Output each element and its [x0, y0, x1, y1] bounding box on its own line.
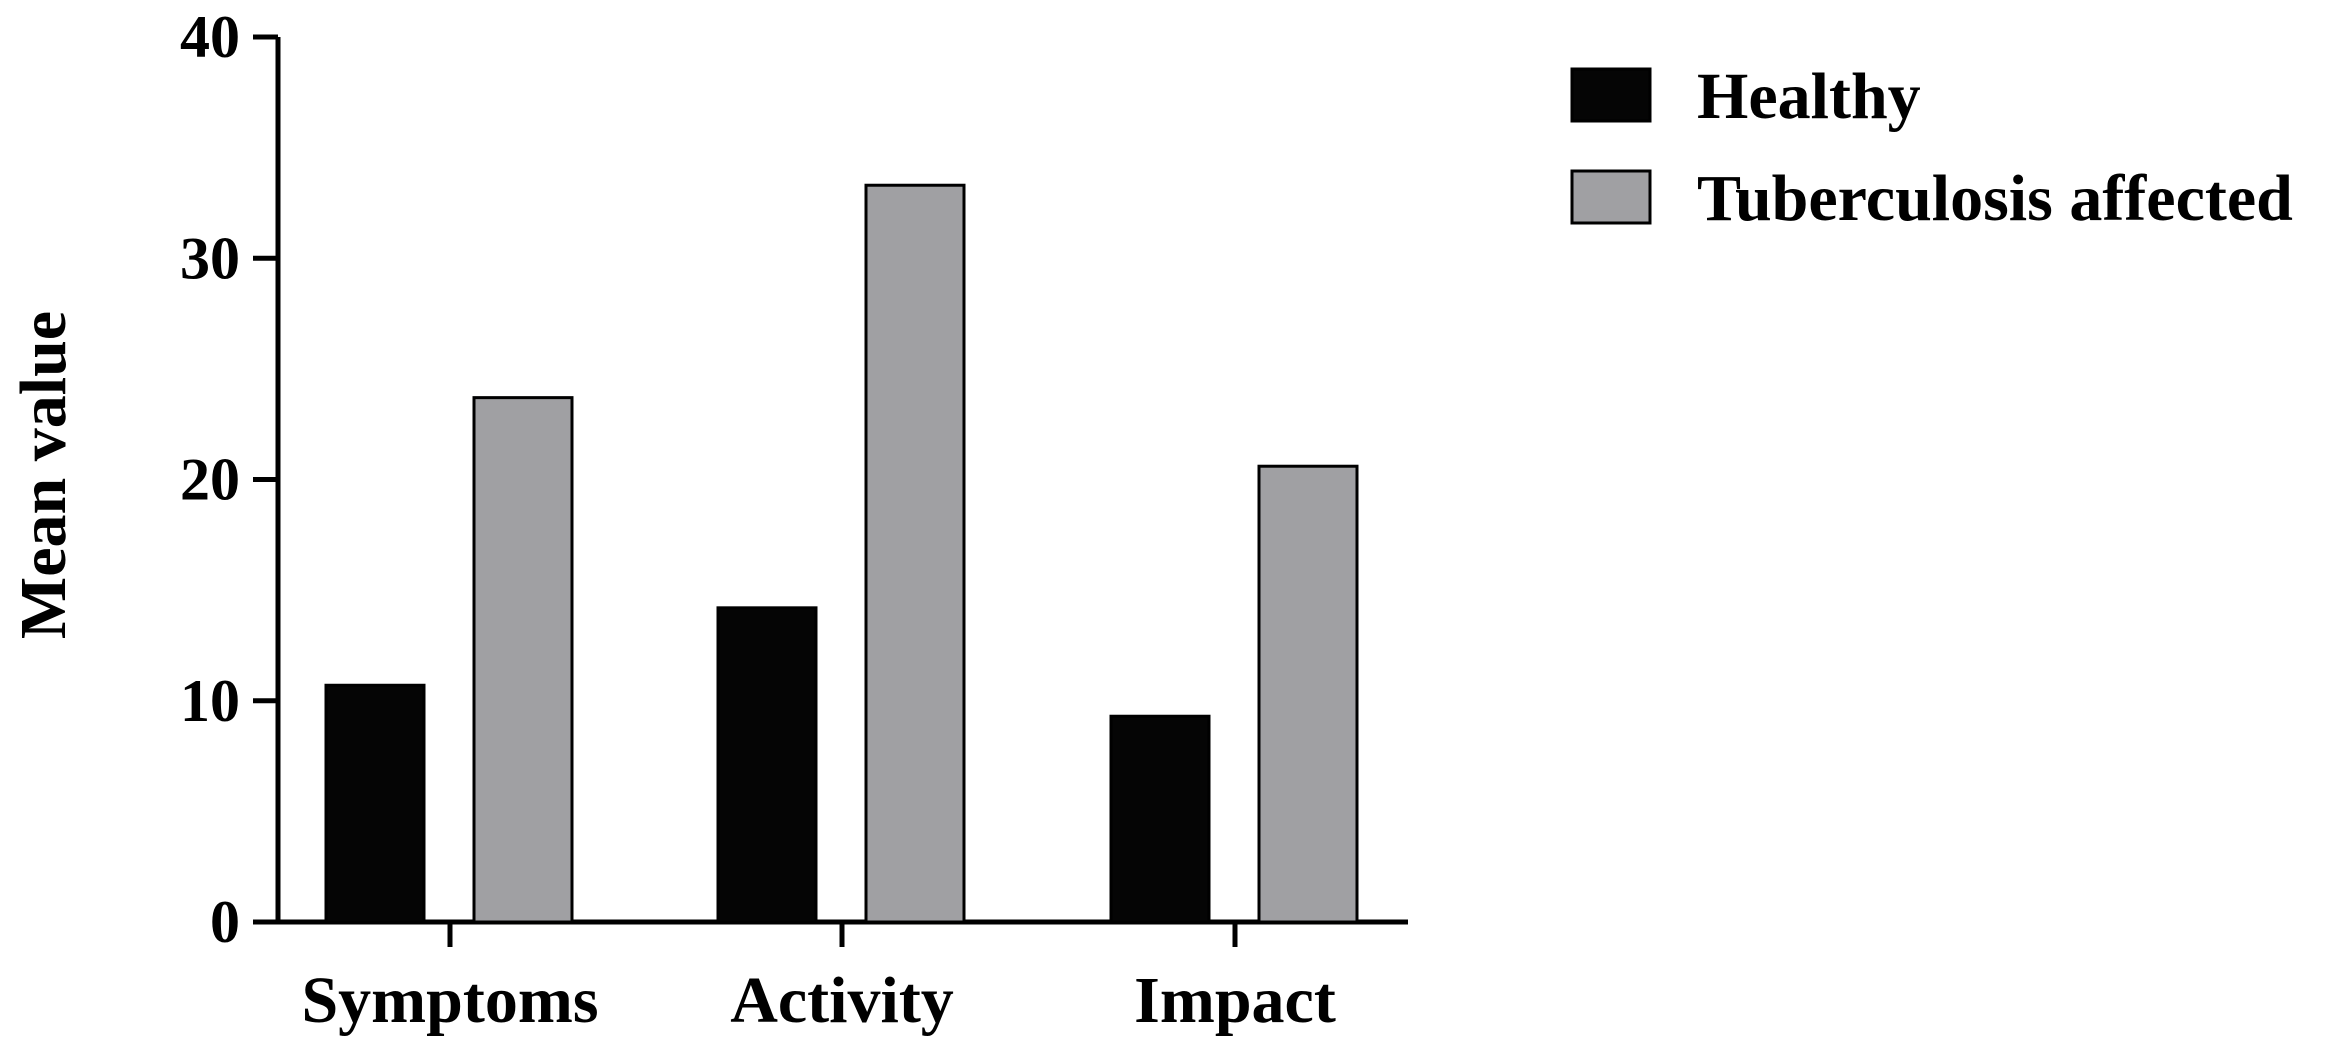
legend-label-1: Tuberculosis affected [1697, 162, 2293, 235]
y-tick-label-2: 20 [180, 447, 240, 513]
bar-impact-0 [1109, 714, 1211, 924]
y-tick-label-0: 0 [210, 889, 240, 955]
legend: Healthy Tuberculosis affected [1570, 60, 2293, 235]
y-axis-title: Mean value [7, 311, 80, 639]
legend-swatch-0 [1570, 67, 1652, 123]
x-tick-label-0: Symptoms [301, 964, 598, 1037]
bars [324, 183, 1359, 924]
bar-symptoms-1 [472, 396, 574, 924]
y-tick-label-4: 40 [180, 4, 240, 70]
axes: Mean value [7, 37, 1408, 925]
x-tick-label-2: Impact [1134, 964, 1336, 1037]
y-tick-label-1: 10 [180, 668, 240, 734]
bar-activity-1 [864, 183, 966, 924]
category-labels: Symptoms Activity Impact [301, 922, 1336, 1037]
ticks: 0 10 20 30 40 [180, 4, 278, 955]
y-tick-label-3: 30 [180, 225, 240, 291]
x-tick-label-1: Activity [730, 964, 954, 1037]
bar-activity-0 [716, 606, 818, 924]
legend-label-0: Healthy [1697, 60, 1921, 133]
bar-symptoms-0 [324, 683, 426, 924]
bar-impact-1 [1257, 464, 1359, 924]
legend-swatch-1 [1570, 169, 1652, 225]
